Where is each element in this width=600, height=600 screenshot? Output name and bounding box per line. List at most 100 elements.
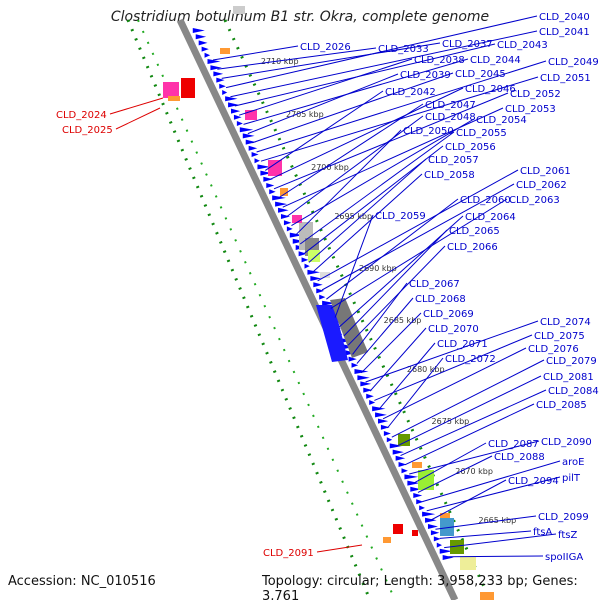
forward-gene-arrow — [375, 412, 387, 418]
gene-label: CLD_2049 — [548, 57, 599, 68]
gene-label: CLD_2033 — [378, 44, 429, 55]
gene-leader-line — [238, 58, 413, 116]
forward-gene-arrow — [219, 83, 226, 89]
forward-gene-arrow — [213, 71, 224, 77]
forward-gene-arrow — [322, 300, 336, 306]
forward-gene-arrow — [313, 282, 323, 288]
gene-feature — [450, 540, 464, 554]
gene-label: CLD_2042 — [385, 87, 436, 98]
gene-leader-line — [247, 73, 399, 135]
gene-label: CLD_2099 — [538, 512, 589, 523]
kbp-tick-label: 2685 kbp — [384, 316, 422, 325]
gene-leader-line — [365, 320, 539, 383]
forward-gene-arrow — [357, 375, 370, 381]
gene-label: CLD_2060 — [460, 195, 511, 206]
kbp-tick-label: 2705 kbp — [286, 110, 324, 119]
forward-gene-arrow — [195, 34, 207, 40]
gene-leader-line — [330, 198, 508, 309]
forward-gene-arrow — [216, 77, 225, 83]
highlight-leader-line — [316, 544, 363, 553]
forward-gene-arrow — [425, 517, 437, 523]
gene-label: CLD_2059 — [375, 211, 426, 222]
forward-gene-arrow — [386, 437, 393, 443]
gene-label: CLD_2065 — [449, 226, 500, 237]
forward-gene-arrow — [419, 505, 425, 511]
kbp-tick-label: 2695 kbp — [334, 212, 372, 221]
forward-gene-arrow — [231, 108, 241, 114]
gene-label: CLD_2053 — [505, 104, 556, 115]
gene-label: CLD_2087 — [488, 439, 539, 450]
gene-leader-line — [308, 158, 427, 263]
gene-leader-line — [256, 60, 547, 153]
gene-leader-line — [360, 312, 422, 374]
forward-gene-arrow — [360, 381, 372, 387]
forward-gene-arrow — [363, 387, 373, 393]
gene-feature — [292, 215, 302, 223]
highlight-leader-line — [115, 107, 161, 130]
forward-gene-arrow — [278, 207, 289, 213]
gene-feature — [308, 250, 320, 262]
gene-label: CLD_2038 — [414, 55, 465, 66]
forward-gene-arrow — [410, 486, 421, 492]
gene-label: CLD_2056 — [445, 142, 496, 153]
gc-skew-line-inner-2 — [137, 19, 396, 600]
gene-feature — [268, 160, 282, 176]
gene-feature — [181, 78, 195, 98]
forward-gene-arrow — [436, 542, 442, 548]
gene-feature — [280, 188, 288, 196]
forward-gene-arrow — [233, 114, 242, 120]
forward-gene-arrow — [404, 474, 419, 480]
gene-label: CLD_2058 — [424, 170, 475, 181]
forward-gene-arrow — [366, 393, 374, 399]
forward-gene-arrow — [207, 59, 221, 64]
forward-gene-arrow — [289, 232, 304, 238]
forward-gene-arrow — [354, 369, 369, 374]
forward-gene-arrow — [316, 288, 325, 294]
gene-label: CLD_2048 — [425, 112, 476, 123]
gene-feature — [480, 592, 494, 600]
kbp-tick-label: 2675 kbp — [432, 417, 470, 426]
kbp-tick-label: 2670 kbp — [455, 467, 493, 476]
forward-gene-arrow — [439, 548, 453, 554]
forward-gene-arrow — [222, 90, 228, 95]
forward-gene-arrow — [377, 418, 389, 424]
gene-label: CLD_2075 — [534, 331, 585, 342]
gene-label: CLD_2041 — [539, 27, 590, 38]
forward-gene-arrow — [292, 238, 305, 244]
highlight-gene-label: CLD_2024 — [56, 110, 107, 121]
gene-leader-line — [221, 42, 441, 79]
gene-leader-line — [295, 129, 402, 236]
gene-label: CLD_2090 — [541, 437, 592, 448]
gene-leader-line — [430, 479, 507, 521]
kbp-tick-label: 2700 kbp — [311, 163, 349, 172]
highlight-gene-label: CLD_2091 — [263, 548, 314, 559]
forward-gene-arrow — [263, 176, 273, 182]
gene-leader-line — [269, 87, 464, 181]
gene-label: CLD_2068 — [415, 294, 466, 305]
gene-feature — [440, 518, 454, 536]
gene-feature — [412, 462, 422, 468]
gene-leader-line — [413, 442, 487, 484]
gene-feature — [393, 524, 403, 534]
gene-leader-line — [334, 214, 374, 318]
forward-gene-arrow — [301, 257, 309, 263]
gene-leader-line — [286, 115, 424, 217]
gene-label: CLD_2051 — [540, 73, 591, 84]
gene-leader-line — [265, 90, 384, 171]
forward-gene-arrow — [407, 480, 420, 486]
forward-gene-arrow — [248, 145, 258, 151]
gene-leader-line — [444, 533, 557, 549]
gene-leader-line — [395, 375, 542, 447]
forward-gene-arrow — [286, 226, 293, 232]
gene-leader-line — [356, 297, 414, 364]
gene-label: CLD_2054 — [476, 115, 527, 126]
gene-feature — [168, 96, 180, 101]
gene-label: CLD_2067 — [409, 279, 460, 290]
gene-leader-line — [387, 357, 444, 429]
gene-leader-line — [230, 30, 538, 98]
forward-gene-arrow — [413, 493, 423, 498]
forward-gene-arrow — [260, 170, 272, 176]
gene-leader-line — [252, 72, 454, 144]
gene-leader-line — [391, 359, 545, 438]
gene-label: CLD_2026 — [300, 42, 351, 53]
